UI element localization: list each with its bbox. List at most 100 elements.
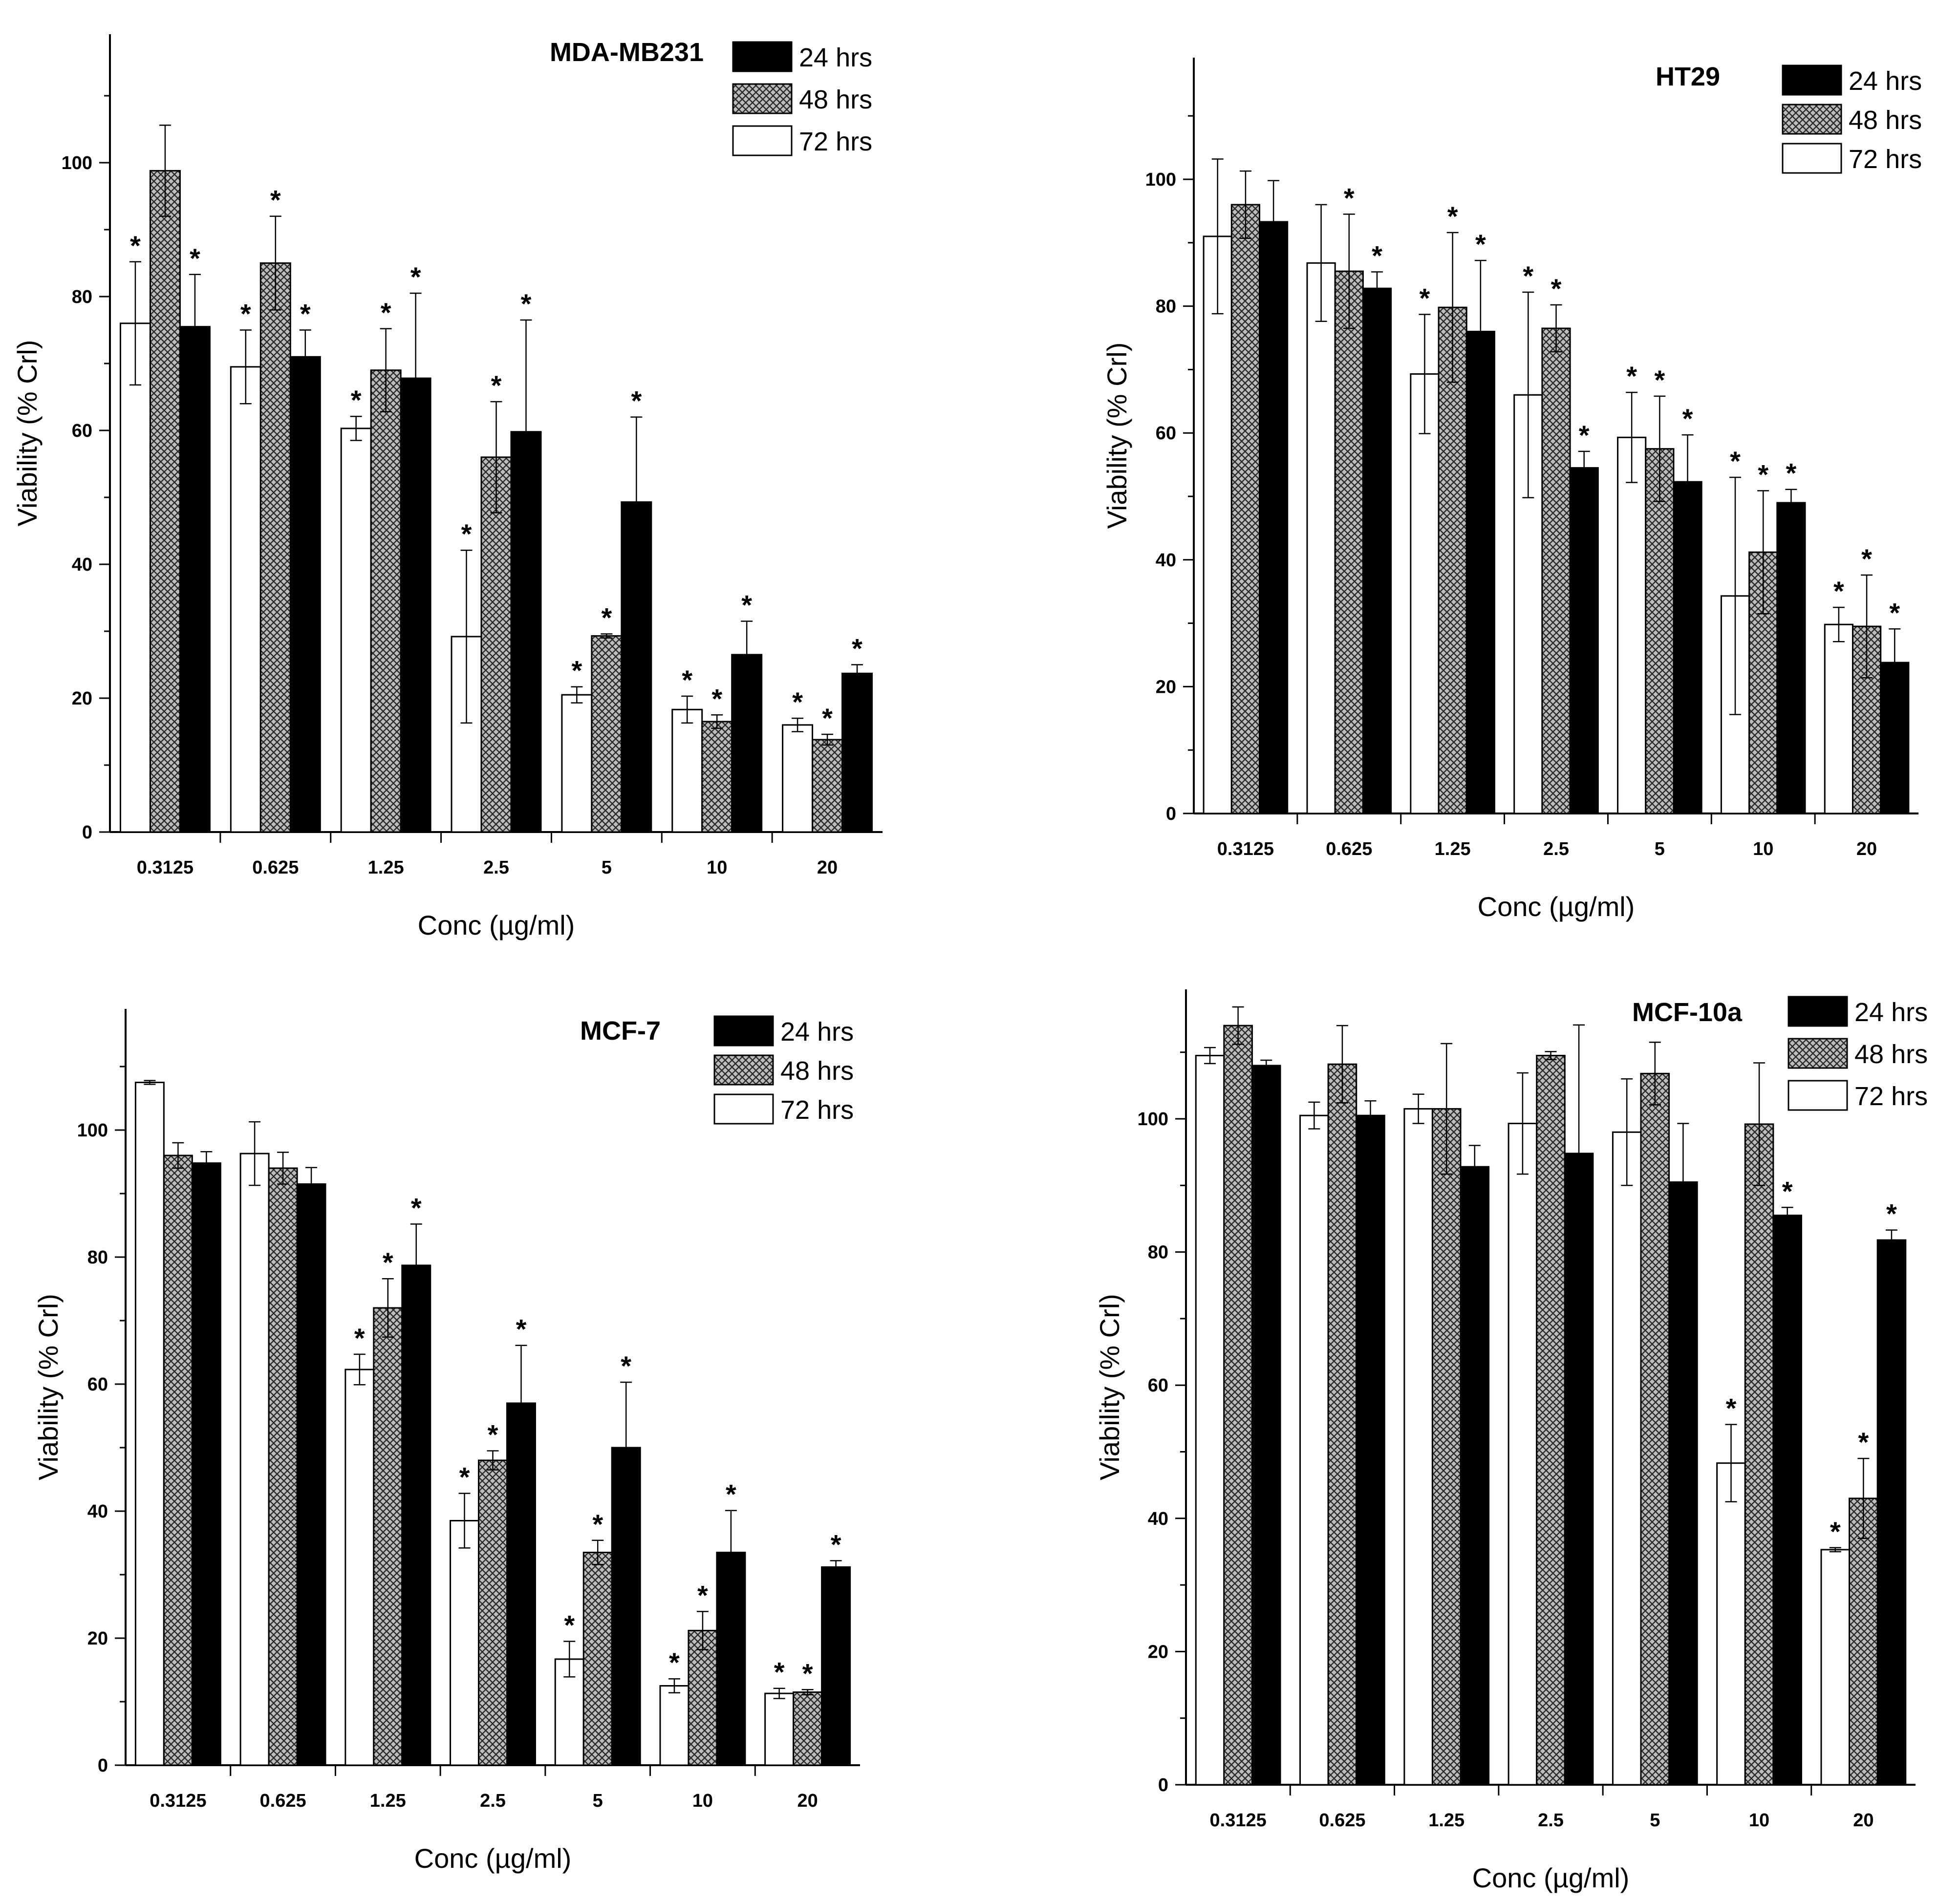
bar-72-hrs (659, 1685, 689, 1766)
bar-24-hrs (1876, 1239, 1907, 1786)
significance-marker: * (1344, 182, 1355, 213)
bar-24-hrs (179, 326, 211, 833)
bar-48-hrs (688, 1629, 718, 1766)
significance-marker: * (1886, 1198, 1897, 1229)
significance-marker: * (381, 297, 391, 328)
legend-swatch (1782, 64, 1842, 96)
y-axis-title: Viability (% Crl) (1094, 1294, 1125, 1480)
significance-marker: * (1786, 458, 1797, 489)
bar-48-hrs (1852, 625, 1882, 814)
bar-72-hrs (1306, 262, 1336, 814)
x-tick-label: 10 (1753, 839, 1773, 859)
legend-swatch (1788, 996, 1848, 1027)
significance-marker: * (1551, 273, 1562, 304)
legend-label: 48 hrs (780, 1056, 854, 1086)
bar-48-hrs (812, 739, 843, 833)
bar-48-hrs (370, 369, 402, 833)
bar-48-hrs (1431, 1108, 1462, 1786)
x-tick-label: 5 (1650, 1810, 1660, 1831)
x-tick-label: 0.625 (260, 1791, 306, 1811)
significance-marker: * (1726, 1393, 1737, 1424)
bar-48-hrs (1849, 1497, 1878, 1786)
bar-24-hrs (1569, 467, 1599, 814)
significance-marker: * (564, 1610, 575, 1641)
chart-title: MCF-7 (580, 1016, 661, 1046)
significance-marker: * (1758, 459, 1768, 490)
bar-72-hrs (561, 694, 593, 833)
significance-marker: * (491, 370, 502, 401)
significance-marker: * (1889, 597, 1900, 628)
y-tick-label: 40 (1156, 550, 1176, 571)
significance-marker: * (831, 1529, 841, 1560)
legend-swatch (713, 1093, 774, 1125)
significance-marker: * (240, 299, 251, 329)
significance-marker: * (852, 633, 862, 664)
y-axis-title: Viability (% Crl) (1101, 342, 1132, 529)
y-tick-label: 20 (87, 1628, 108, 1649)
bar-48-hrs (1327, 1063, 1357, 1786)
legend-label: 48 hrs (799, 85, 872, 114)
significance-marker: * (461, 518, 472, 549)
bar-72-hrs (1612, 1131, 1642, 1786)
significance-marker: * (1523, 260, 1533, 291)
legend-swatch (732, 125, 793, 156)
x-tick-label: 0.3125 (150, 1791, 206, 1811)
bar-48-hrs (1223, 1025, 1253, 1786)
x-tick-label: 5 (1655, 839, 1665, 859)
bar-24-hrs (296, 1183, 326, 1766)
bar-72-hrs (345, 1368, 375, 1766)
bar-72-hrs (1820, 1549, 1851, 1786)
significance-marker: * (190, 243, 200, 274)
y-axis-title: Viability (% Crl) (12, 340, 43, 527)
y-tick-label: 80 (87, 1247, 108, 1268)
significance-marker: * (711, 683, 722, 714)
y-tick-label: 40 (72, 555, 92, 575)
bar-48-hrs (582, 1552, 613, 1766)
significance-marker: * (1782, 1175, 1793, 1206)
significance-marker: * (631, 385, 642, 416)
significance-marker: * (592, 1509, 603, 1539)
significance-marker: * (300, 299, 311, 329)
chart-panel-3: 0 20 40 60 80 100 0.3125 0.625 1.25 2.5 5 10 * * 20 * * *… (1094, 989, 1928, 1893)
legend-label: 24 hrs (799, 43, 872, 72)
significance-marker: * (571, 655, 582, 686)
bar-48-hrs (268, 1167, 298, 1766)
bar-48-hrs (1541, 327, 1571, 814)
x-tick-label: 20 (797, 1791, 818, 1811)
bar-48-hrs (1536, 1055, 1566, 1786)
bar-24-hrs (289, 356, 321, 833)
y-tick-label: 40 (1148, 1509, 1168, 1529)
chart-panel-2: 0 20 40 60 80 100 0.3125 0.625 1.25 * * * 2.5 * * * 5 * * *… (33, 1009, 860, 1874)
chart-title: MCF-10a (1632, 998, 1743, 1027)
bar-72-hrs (782, 724, 814, 833)
bar-48-hrs (259, 262, 291, 833)
significance-marker: * (1654, 364, 1665, 395)
x-tick-label: 0.3125 (1217, 839, 1274, 859)
legend-swatch (732, 83, 793, 114)
bar-72-hrs (1299, 1114, 1329, 1786)
significance-marker: * (1861, 543, 1872, 574)
y-tick-label: 60 (1148, 1375, 1168, 1396)
x-tick-label: 2.5 (483, 857, 509, 878)
bar-24-hrs (841, 672, 873, 833)
bar-72-hrs (1203, 235, 1232, 814)
bar-72-hrs (239, 1153, 270, 1766)
y-tick-label: 20 (1148, 1642, 1168, 1662)
legend-label: 72 hrs (1854, 1082, 1928, 1111)
legend-swatch (1788, 1038, 1848, 1069)
bar-48-hrs (591, 635, 623, 833)
x-tick-label: 1.25 (370, 1791, 406, 1811)
significance-marker: * (521, 288, 532, 319)
x-tick-label: 2.5 (1538, 1810, 1564, 1831)
y-axis-title: Viability (% Crl) (33, 1294, 64, 1480)
significance-marker: * (741, 589, 752, 620)
bar-48-hrs (1438, 306, 1467, 814)
significance-marker: * (1420, 282, 1430, 313)
y-tick-label: 0 (82, 822, 92, 843)
bar-24-hrs (191, 1162, 221, 1766)
bar-72-hrs (450, 1520, 480, 1766)
x-tick-label: 0.625 (252, 857, 299, 878)
significance-marker: * (1730, 446, 1741, 476)
bar-48-hrs (163, 1154, 193, 1766)
